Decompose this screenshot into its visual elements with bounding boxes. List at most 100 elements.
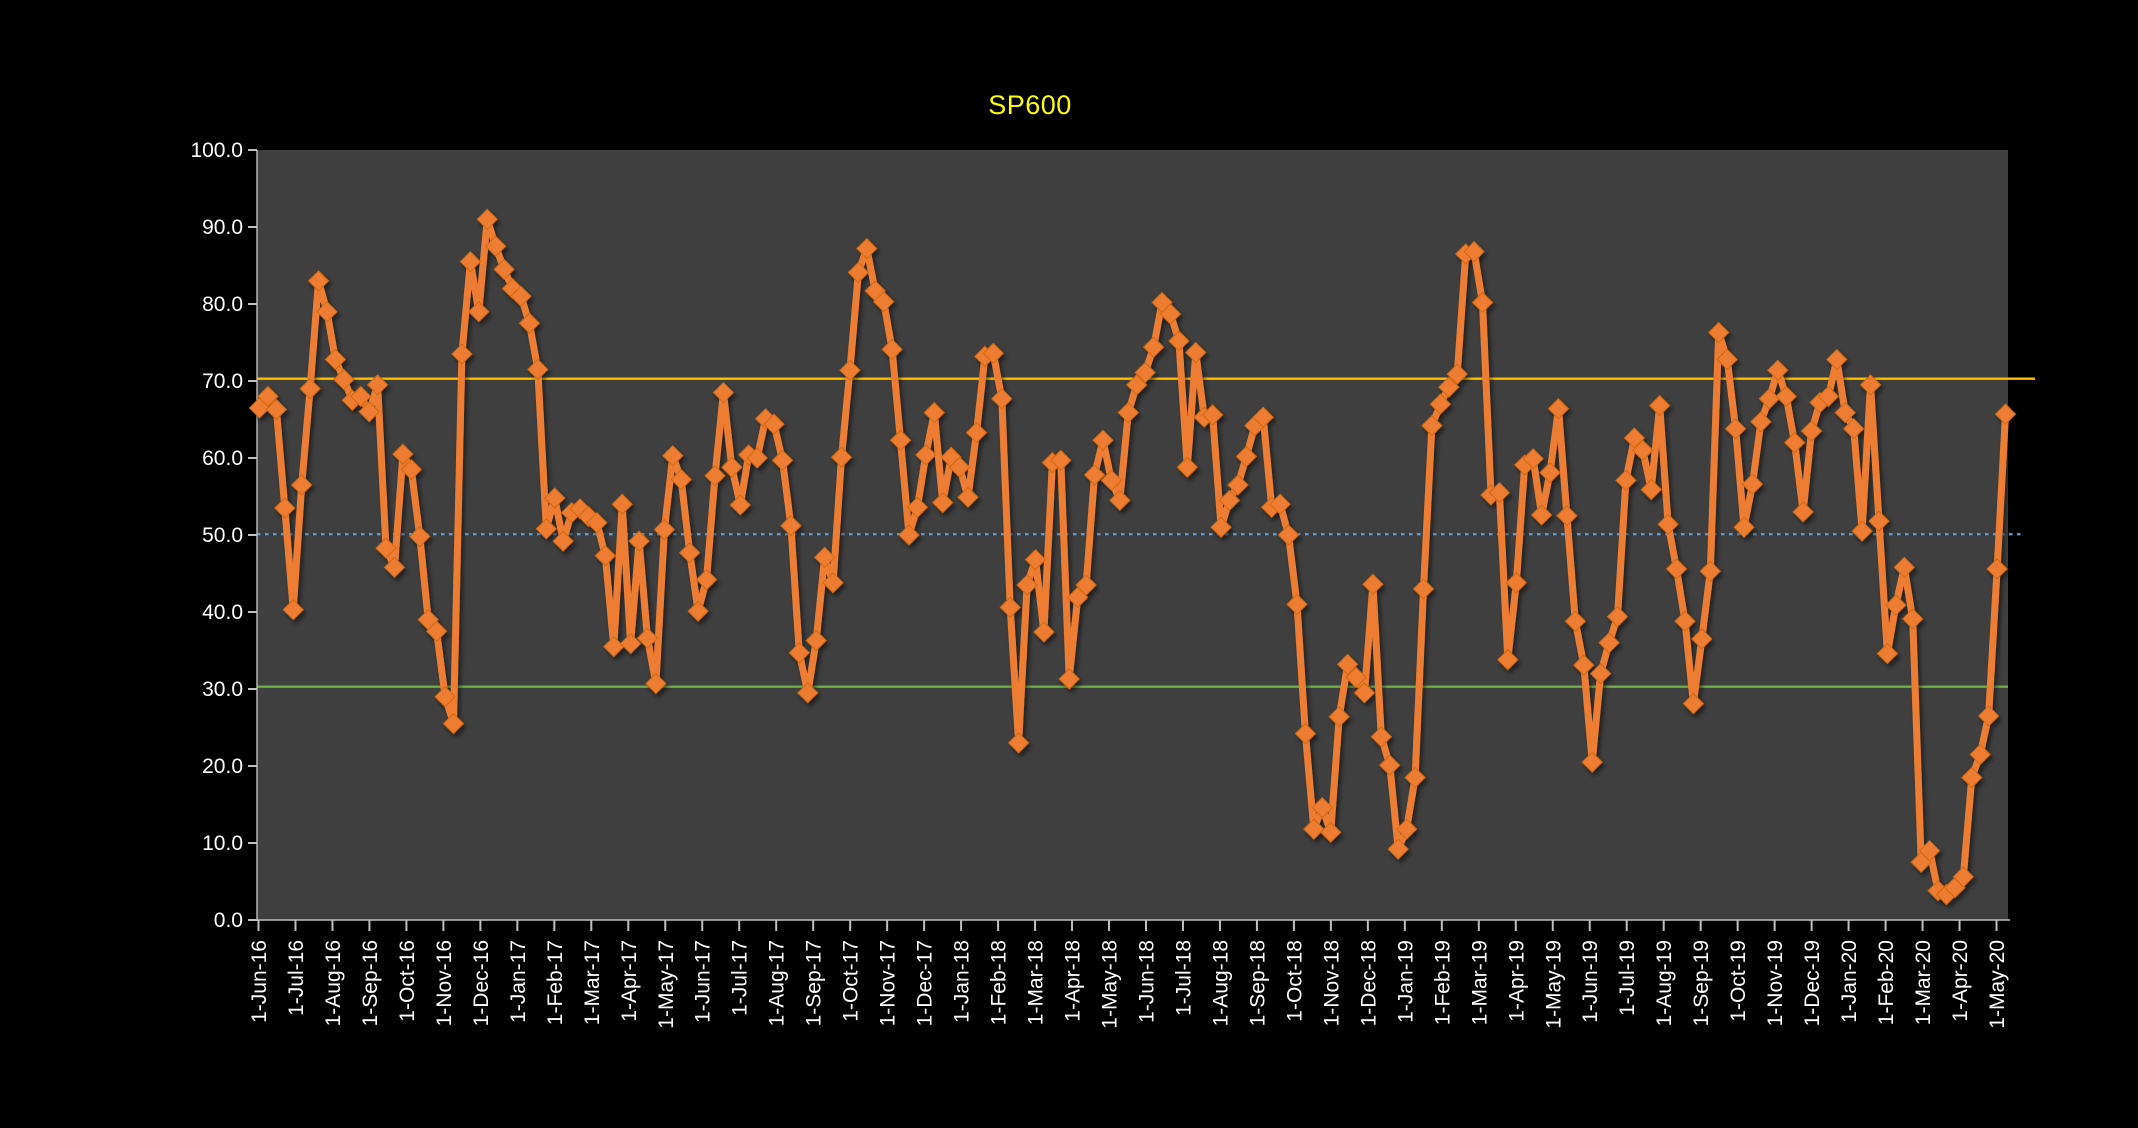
data-point-marker [712, 381, 735, 404]
data-point-marker [1016, 574, 1038, 596]
data-point-marker [1758, 388, 1781, 410]
data-point-marker [1851, 520, 1873, 542]
data-point-marker [1100, 469, 1123, 492]
data-point-marker [906, 496, 929, 518]
x-axis-tick-label: 1-Jun-19 [1579, 940, 1602, 1023]
data-point-marker [1682, 692, 1705, 715]
data-point-marker [1885, 594, 1907, 616]
data-point-marker [1066, 586, 1089, 609]
data-point-marker [324, 348, 347, 371]
data-point-marker [1471, 291, 1494, 314]
data-point-marker [1893, 556, 1915, 579]
x-axis-tick-label: 1-May-20 [1986, 940, 2009, 1029]
x-axis-tick-label: 1-Mar-17 [581, 940, 604, 1025]
data-point-marker [1210, 516, 1232, 539]
data-point-marker [721, 456, 743, 478]
data-point-marker [1387, 838, 1409, 860]
data-point-marker [982, 342, 1005, 364]
data-point-marker [1033, 621, 1055, 643]
data-point-marker [805, 629, 827, 652]
x-axis-tick-label: 1-Jul-16 [285, 940, 308, 1016]
x-axis-tick-label: 1-May-18 [1099, 940, 1122, 1029]
data-point-marker [1969, 743, 1991, 766]
y-axis-tick-label: 80.0 [202, 293, 243, 316]
data-point-marker [662, 444, 684, 467]
data-point-marker [316, 300, 338, 323]
data-point-marker [1994, 403, 2017, 425]
data-point-marker [1691, 628, 1713, 650]
data-point-marker [788, 642, 811, 664]
x-axis-tick-label: 1-Oct-17 [840, 940, 863, 1022]
data-point-marker [898, 524, 920, 546]
x-axis-tick-label: 1-Jul-17 [729, 940, 752, 1016]
data-point-marker [1598, 632, 1620, 654]
x-axis-tick-label: 1-Nov-16 [433, 940, 456, 1026]
data-point-marker [1564, 610, 1587, 632]
y-axis-tick-label: 70.0 [202, 370, 243, 393]
data-point-marker [1547, 398, 1570, 420]
data-point-marker [1159, 303, 1182, 325]
x-axis-tick-label: 1-Feb-18 [988, 940, 1011, 1025]
data-point-marker [1050, 449, 1072, 472]
x-axis-tick-label: 1-Mar-20 [1912, 940, 1935, 1025]
data-point-marker [1657, 513, 1679, 535]
data-point-marker [1876, 642, 1899, 665]
y-axis-tick-label: 10.0 [202, 832, 243, 855]
data-point-marker [1640, 478, 1662, 501]
data-point-marker [1168, 330, 1190, 352]
x-axis-tick-label: 1-Aug-17 [766, 940, 789, 1026]
data-point-marker [392, 443, 414, 465]
data-point-marker [1834, 401, 1856, 424]
data-point-marker [1741, 473, 1764, 495]
data-point-marker [628, 530, 650, 552]
data-point-marker [1126, 374, 1148, 396]
data-point-marker [695, 568, 718, 591]
x-axis-tick-label: 1-Sep-16 [359, 940, 382, 1026]
data-point-marker [484, 235, 507, 257]
data-point-marker [400, 458, 423, 481]
data-point-marker [1117, 401, 1139, 424]
x-axis-tick-label: 1-Apr-19 [1505, 940, 1528, 1022]
x-axis-tick-label: 1-Jul-19 [1616, 940, 1639, 1016]
x-axis-tick-label: 1-Aug-19 [1653, 940, 1676, 1026]
data-point-marker [434, 685, 456, 708]
data-point-marker [1345, 666, 1367, 689]
data-point-marker [1573, 654, 1595, 676]
data-point-marker [518, 312, 541, 334]
data-point-marker [1328, 706, 1350, 728]
data-point-marker [1075, 574, 1097, 596]
data-point-marker [1902, 608, 1924, 630]
data-point-marker [1615, 469, 1637, 492]
x-axis-tick-label: 1-Dec-19 [1801, 940, 1824, 1026]
x-axis-tick-label: 1-Feb-17 [544, 940, 567, 1025]
y-axis-tick-label: 90.0 [202, 216, 243, 239]
data-point-marker [729, 494, 751, 516]
data-point-marker [1134, 361, 1156, 384]
data-point-marker [1767, 359, 1789, 381]
x-axis-tick-label: 1-Aug-16 [322, 940, 345, 1026]
data-point-marker [822, 572, 844, 594]
data-point-marker [552, 530, 574, 552]
data-point-marker [1336, 653, 1359, 676]
data-series-SP600 [248, 208, 2017, 906]
data-point-marker [847, 261, 870, 284]
data-point-marker [780, 515, 802, 537]
x-axis-tick-label: 1-Oct-19 [1727, 940, 1750, 1022]
data-point-marker [1648, 394, 1671, 417]
x-axis-tick-label: 1-Nov-17 [877, 940, 900, 1026]
x-axis-tick-label: 1-Mar-18 [1025, 940, 1048, 1025]
data-point-marker [1556, 505, 1578, 527]
data-point-marker [299, 377, 321, 400]
data-point-marker [1109, 489, 1131, 512]
data-point-marker [257, 385, 279, 408]
data-point-marker [872, 290, 895, 313]
data-point-marker [1783, 431, 1806, 454]
data-point-marker [999, 596, 1021, 619]
x-axis-tick-label: 1-Dec-18 [1357, 940, 1380, 1026]
x-axis-tick-label: 1-Mar-19 [1468, 940, 1491, 1025]
data-point-marker [991, 388, 1013, 410]
data-point-marker [442, 712, 465, 735]
data-point-marker [1800, 420, 1823, 442]
data-point-marker [1294, 722, 1317, 745]
